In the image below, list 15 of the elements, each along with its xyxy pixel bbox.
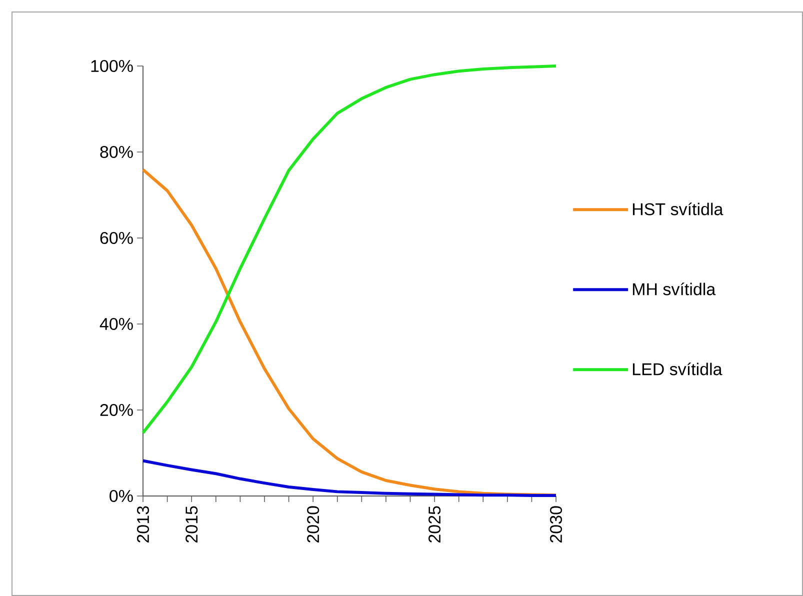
x-tick-label: 2013: [136, 506, 150, 542]
x-tick-label: 2030: [550, 506, 562, 542]
y-tick-label: 20%: [100, 404, 133, 416]
y-tick-label: 60%: [100, 232, 133, 244]
legend-label: HST svítidla: [632, 202, 724, 216]
y-tick-label: 40%: [100, 318, 133, 330]
legend-label: LED svítidla: [632, 362, 722, 376]
line-series: [142, 64, 558, 434]
y-tick-label: 80%: [100, 146, 133, 158]
x-tick-label: 2025: [428, 506, 441, 542]
y-tick-label: 100%: [91, 60, 133, 72]
legend-label: MH svítidla: [632, 282, 716, 296]
x-tick-label: 2015: [186, 506, 198, 542]
x-tick-label: 2020: [307, 506, 320, 542]
y-tick-label: 0%: [110, 490, 133, 502]
